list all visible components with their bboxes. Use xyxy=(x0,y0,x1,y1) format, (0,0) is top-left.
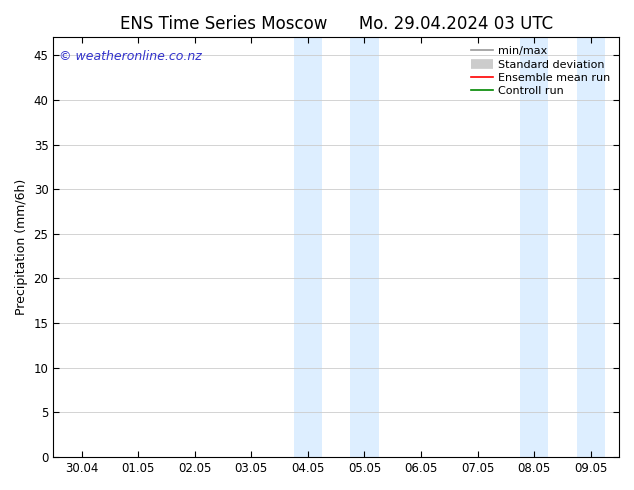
Bar xyxy=(351,37,378,457)
Legend: min/max, Standard deviation, Ensemble mean run, Controll run: min/max, Standard deviation, Ensemble me… xyxy=(468,43,614,99)
Bar xyxy=(576,37,605,457)
Bar xyxy=(294,37,322,457)
Y-axis label: Precipitation (mm/6h): Precipitation (mm/6h) xyxy=(15,179,28,316)
Title: ENS Time Series Moscow      Mo. 29.04.2024 03 UTC: ENS Time Series Moscow Mo. 29.04.2024 03… xyxy=(120,15,553,33)
Text: © weatheronline.co.nz: © weatheronline.co.nz xyxy=(59,50,202,63)
Bar xyxy=(520,37,548,457)
